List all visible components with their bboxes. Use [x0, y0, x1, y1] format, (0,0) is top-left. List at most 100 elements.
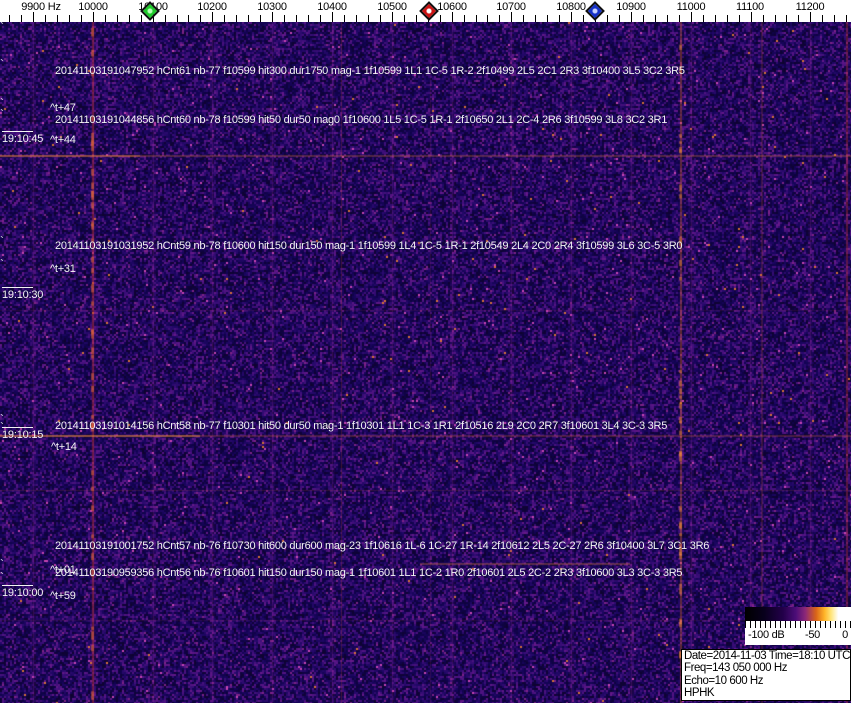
- ruler-minor-tick: [368, 15, 369, 22]
- ruler-minor-tick: [117, 15, 118, 22]
- ruler-minor-tick: [296, 15, 297, 22]
- ruler-minor-tick: [822, 15, 823, 22]
- time-offset-marker: ^t+47: [50, 102, 76, 114]
- colorbar-gradient: [745, 607, 851, 621]
- left-edge-tick: `: [0, 57, 4, 71]
- ruler-minor-tick: [763, 15, 764, 22]
- ruler-minor-tick: [703, 15, 704, 22]
- left-edge-tick: `: [0, 20, 4, 34]
- ruler-minor-tick: [547, 15, 548, 22]
- ruler-minor-tick: [200, 15, 201, 22]
- ruler-minor-tick: [248, 15, 249, 22]
- ruler-minor-tick: [607, 15, 608, 22]
- ruler-major-tick: [272, 12, 273, 22]
- left-edge-tick: `: [0, 420, 4, 434]
- left-edge-tick: `: [0, 107, 4, 121]
- detection-log-line: 20141103190959356 hCnt56 nb-76 f10601 hi…: [55, 567, 683, 579]
- ruler-minor-tick: [655, 15, 656, 22]
- time-axis-label: 19:10:30: [2, 287, 44, 301]
- ruler-major-tick: [751, 12, 752, 22]
- ruler-minor-tick: [715, 15, 716, 22]
- info-frequency: Freq=143 050 000 Hz: [684, 662, 788, 675]
- ruler-minor-tick: [69, 15, 70, 22]
- ruler-minor-tick: [224, 15, 225, 22]
- left-edge-tick: `: [0, 96, 4, 110]
- ruler-minor-tick: [775, 15, 776, 22]
- time-axis-label: 19:10:15: [2, 427, 44, 441]
- ruler-label: 11100: [736, 1, 764, 13]
- ruler-label: 10600: [437, 1, 467, 13]
- ruler-minor-tick: [834, 15, 835, 22]
- ruler-minor-tick: [846, 15, 847, 22]
- blue-diamond-marker[interactable]: [585, 1, 605, 21]
- time-offset-marker: ^t+14: [51, 441, 77, 453]
- ruler-minor-tick: [619, 15, 620, 22]
- red-diamond-marker[interactable]: [419, 1, 439, 21]
- ruler-label: 10400: [317, 1, 347, 13]
- detection-log-line: 20141103191044856 hCnt60 nb-78 f10599 hi…: [55, 114, 668, 126]
- detection-log-line: 20141103191031952 hCnt59 nb-78 f10600 hi…: [55, 240, 683, 252]
- ruler-minor-tick: [476, 15, 477, 22]
- ruler-minor-tick: [440, 15, 441, 22]
- left-edge-tick: `: [0, 234, 4, 248]
- ruler-major-tick: [212, 12, 213, 22]
- ruler-minor-tick: [380, 15, 381, 22]
- ruler-label: 10900: [616, 1, 646, 13]
- ruler-label: 11200: [795, 1, 825, 13]
- detection-log-line: 20141103191014156 hCnt58 nb-77 f10301 hi…: [55, 420, 668, 432]
- ruler-minor-tick: [786, 15, 787, 22]
- info-station: HPHK: [684, 687, 715, 700]
- ruler-minor-tick: [667, 15, 668, 22]
- info-echo: Echo=10 600 Hz: [684, 674, 764, 687]
- ruler-minor-tick: [141, 15, 142, 22]
- time-offset-marker: ^t+44: [50, 134, 76, 146]
- ruler-minor-tick: [9, 15, 10, 22]
- time-axis-label: 19:10:45: [2, 131, 44, 145]
- ruler-major-tick: [452, 12, 453, 22]
- ruler-minor-tick: [129, 15, 130, 22]
- ruler-minor-tick: [308, 15, 309, 22]
- time-offset-marker: ^t+01: [50, 564, 76, 576]
- time-axis-label: 19:10:00: [2, 585, 44, 599]
- ruler-minor-tick: [404, 15, 405, 22]
- spectrogram-waterfall[interactable]: [0, 22, 851, 703]
- ruler-minor-tick: [236, 15, 237, 22]
- frequency-ruler: 9900 Hz100001010010200103001040010500106…: [0, 0, 851, 22]
- ruler-minor-tick: [583, 15, 584, 22]
- ruler-minor-tick: [165, 15, 166, 22]
- ruler-major-tick: [392, 12, 393, 22]
- ruler-minor-tick: [499, 15, 500, 22]
- ruler-label: 10800: [556, 1, 586, 13]
- colorbar-tick-scale: [745, 621, 851, 628]
- ruler-major-tick: [332, 12, 333, 22]
- detection-log-line: 20141103191001752 hCnt57 nb-76 f10730 hi…: [55, 540, 710, 552]
- left-edge-tick: `: [0, 557, 4, 571]
- ruler-minor-tick: [535, 15, 536, 22]
- ruler-major-tick: [511, 12, 512, 22]
- ruler-major-tick: [810, 12, 811, 22]
- ruler-major-tick: [93, 12, 94, 22]
- ruler-minor-tick: [643, 15, 644, 22]
- ruler-minor-tick: [45, 15, 46, 22]
- ruler-minor-tick: [739, 15, 740, 22]
- left-edge-tick: `: [0, 412, 4, 426]
- ruler-major-tick: [631, 12, 632, 22]
- time-offset-marker: ^t+31: [50, 263, 76, 275]
- ruler-major-tick: [691, 12, 692, 22]
- ruler-minor-tick: [57, 15, 58, 22]
- ruler-major-tick: [33, 12, 34, 22]
- ruler-minor-tick: [356, 15, 357, 22]
- colorbar-labels: -100 dB -50 0: [745, 628, 851, 643]
- ruler-minor-tick: [177, 15, 178, 22]
- ruler-label: 10700: [496, 1, 526, 13]
- ruler-minor-tick: [260, 15, 261, 22]
- info-panel: Date=2014-11-03 Time=18:10 UTC Freq=143 …: [681, 649, 851, 701]
- ruler-label: 10000: [78, 1, 108, 13]
- ruler-minor-tick: [487, 15, 488, 22]
- info-date-time: Date=2014-11-03 Time=18:10 UTC: [684, 650, 850, 662]
- ruler-minor-tick: [105, 15, 106, 22]
- ruler-label: 10200: [197, 1, 227, 13]
- ruler-minor-tick: [21, 15, 22, 22]
- colorbar: -100 dB -50 0: [745, 607, 851, 645]
